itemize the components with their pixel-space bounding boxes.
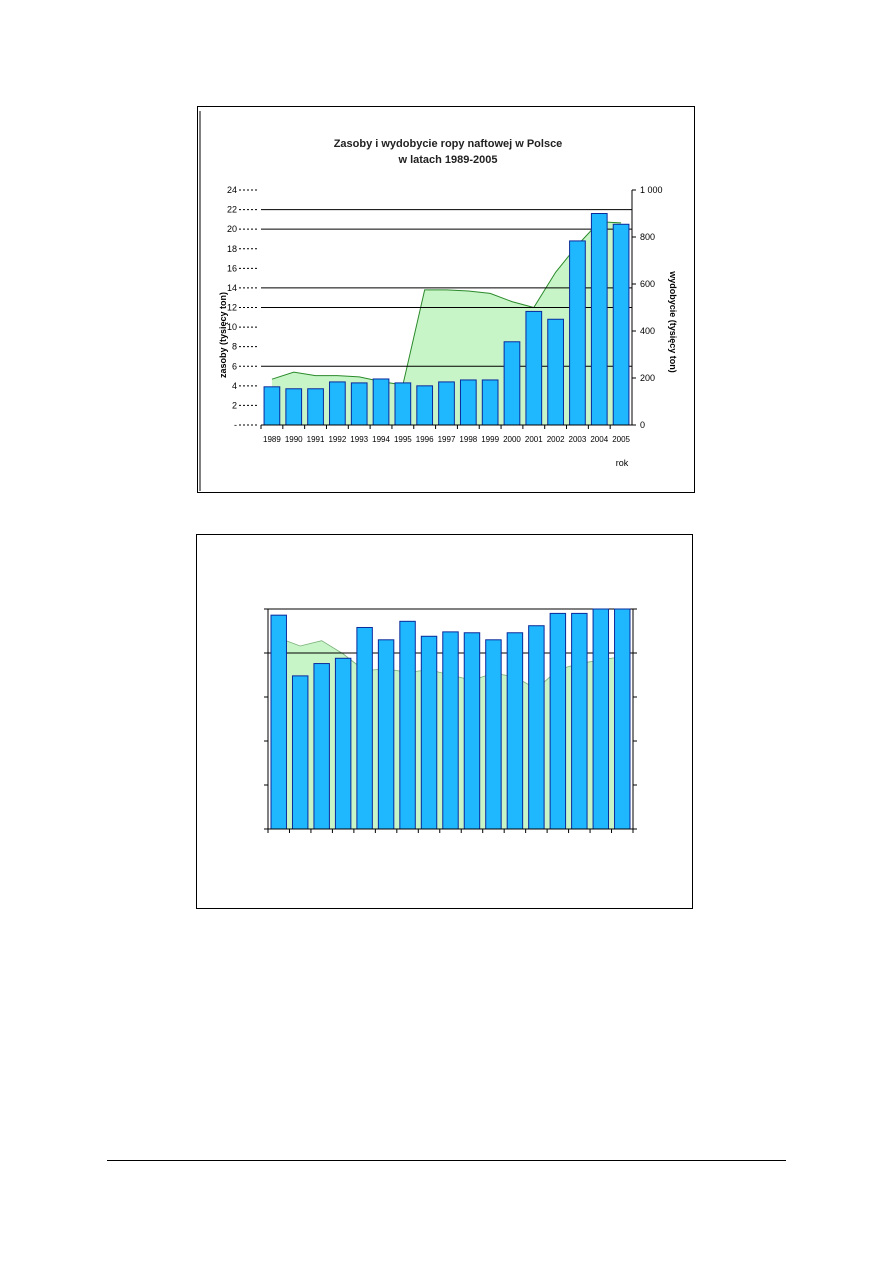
bar [313,663,330,830]
x-tick-label: 1998 [459,435,477,444]
bar-1989 [263,386,281,426]
x-tick-label: 1996 [416,435,434,444]
y2-tick-label: 600 [640,279,655,289]
bar [463,632,481,830]
y-tick-label: 12 [227,303,237,313]
bar [528,625,545,830]
bar-1994 [372,378,390,426]
bar-1999 [481,379,499,426]
bar [592,608,610,830]
bar-1993 [350,382,368,426]
x-tick-label: 2003 [569,435,587,444]
chart-title: Zasoby i wydobycie ropy naftowej w Polsc… [334,138,563,150]
x-tick-label: 1995 [394,435,412,444]
y2-tick-label: 0 [640,420,645,430]
y-tick-label: 4 [232,381,237,391]
x-tick-label: 2000 [503,435,521,444]
chart-2-frame [196,534,693,909]
x-tick-label: 1990 [285,435,303,444]
bar-1997 [438,381,455,426]
production-line [271,221,622,386]
y2-tick-label: 1 000 [640,185,663,195]
y2-axis-label: wydobycie (tysięcy ton) [668,270,678,373]
chart-2 [264,608,637,833]
y2-tick-label: 200 [640,373,655,383]
bar-1996 [416,385,434,426]
bar-1995 [394,382,412,426]
y-tick-label: 8 [232,342,237,352]
y-axis-label: zasoby (tysięcy ton) [218,292,228,378]
x-tick-label: 2005 [612,435,630,444]
bar-2003 [569,240,586,426]
y-tick-label: 20 [227,224,237,234]
bar-2002 [547,318,564,426]
y-tick-label: 10 [227,322,237,332]
x-tick-label: 1991 [307,435,325,444]
bar [356,626,373,830]
y-tick-label: 18 [227,244,237,254]
y-tick-label: - [234,420,237,430]
reserves-bars-layer [263,213,630,426]
chart-subtitle: w latach 1989-2005 [397,154,497,166]
bar [614,608,631,830]
x-tick-label: 1994 [372,435,390,444]
x-tick-label: 1992 [328,435,346,444]
chart-1-frame: -2 4 6 8 10 12 14 16 18 20 22 24 0 200 400 600 800 1 000 1… [197,106,695,493]
x-tick-label: 1989 [263,435,281,444]
bar [377,639,395,830]
bar [442,631,459,830]
x-tick-label: 1993 [350,435,368,444]
bars-layer [270,608,631,830]
x-tick-label: 2004 [590,435,608,444]
bar-1992 [329,381,346,426]
bar [571,612,588,830]
axes-layer [264,608,637,833]
bar [270,614,287,830]
bar [506,632,524,830]
y-tick-label: 14 [227,283,237,293]
footer-rule [107,1160,786,1161]
y2-tick-label: 800 [640,232,655,242]
bar-1998 [459,379,477,426]
bar-2001 [525,310,543,426]
bar-2000 [503,341,521,426]
y-tick-label: 6 [232,361,237,371]
bar-1990 [285,388,303,426]
bar [420,635,438,830]
x-tick-label: 2001 [525,435,543,444]
x-tick-label: 1999 [481,435,499,444]
y2-tick-label: 400 [640,326,655,336]
y-tick-label: 2 [232,400,237,410]
bar [291,675,309,830]
y-tick-label: 22 [227,205,237,215]
y-tick-label: 24 [227,185,237,195]
x-tick-label: 1997 [438,435,456,444]
x-tick-label: 2002 [547,435,565,444]
bar-2005 [612,223,630,426]
bar-1991 [307,388,324,426]
bar-2004 [590,213,608,426]
y-tick-label: 16 [227,263,237,273]
bar [485,639,502,830]
bar [549,612,567,830]
bar [399,620,416,830]
bar [334,657,352,830]
x-axis-label: rok [616,458,629,468]
